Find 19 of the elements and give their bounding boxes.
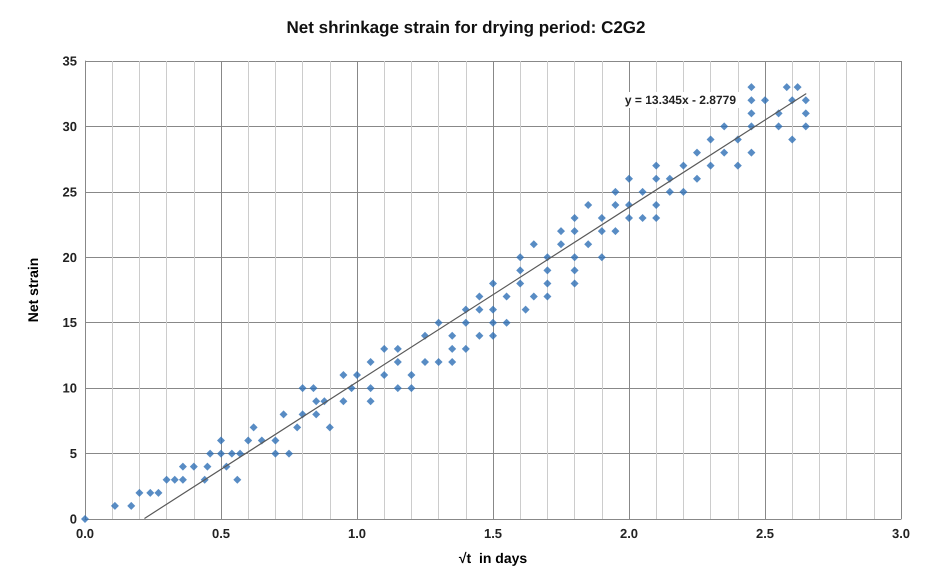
y-tick-label: 5 bbox=[70, 446, 77, 462]
x-tick-label: 0.5 bbox=[212, 526, 230, 541]
y-tick-label: 25 bbox=[62, 184, 77, 200]
chart-title: Net shrinkage strain for drying period: C2G2 bbox=[286, 18, 646, 37]
y-tick-label: 10 bbox=[62, 380, 77, 396]
x-axis-title: √t in days bbox=[458, 550, 528, 566]
x-tick-label: 1.5 bbox=[484, 526, 502, 541]
y-tick-label: 15 bbox=[62, 315, 77, 330]
y-tick-label: 35 bbox=[62, 54, 77, 68]
annotation: y = 13.345x - 2.8779 bbox=[624, 93, 736, 107]
y-tick-label: 30 bbox=[62, 118, 77, 134]
x-tick-label: 1.0 bbox=[348, 526, 366, 541]
x-tick-label: 3.0 bbox=[892, 526, 910, 541]
x-tick-label: 2.0 bbox=[620, 526, 638, 541]
x-tick-label: 0.0 bbox=[76, 526, 94, 541]
y-axis-title: Net strain bbox=[25, 258, 41, 322]
x-tick-label: 2.5 bbox=[756, 526, 774, 541]
y-tick-label: 0 bbox=[70, 512, 77, 526]
y-tick-label: 20 bbox=[62, 250, 77, 265]
